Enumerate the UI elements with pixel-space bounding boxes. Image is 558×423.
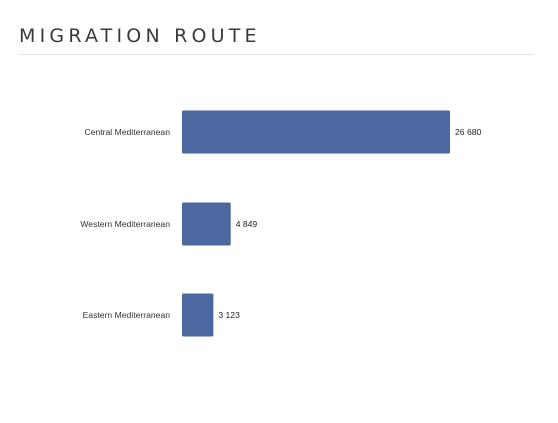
value-label-2: 3 123 — [218, 310, 240, 320]
bar-2 — [182, 293, 214, 337]
category-label-0: Central Mediterranean — [84, 127, 170, 137]
bar-0 — [182, 110, 450, 154]
value-label-1: 4 849 — [236, 219, 258, 229]
bar-1 — [182, 202, 231, 246]
category-label-2: Eastern Mediterranean — [83, 310, 171, 320]
title-divider — [19, 54, 534, 55]
category-label-1: Western Mediterranean — [80, 219, 170, 229]
value-label-0: 26 680 — [455, 127, 482, 137]
chart-title: MIGRATION ROUTE — [19, 25, 261, 47]
